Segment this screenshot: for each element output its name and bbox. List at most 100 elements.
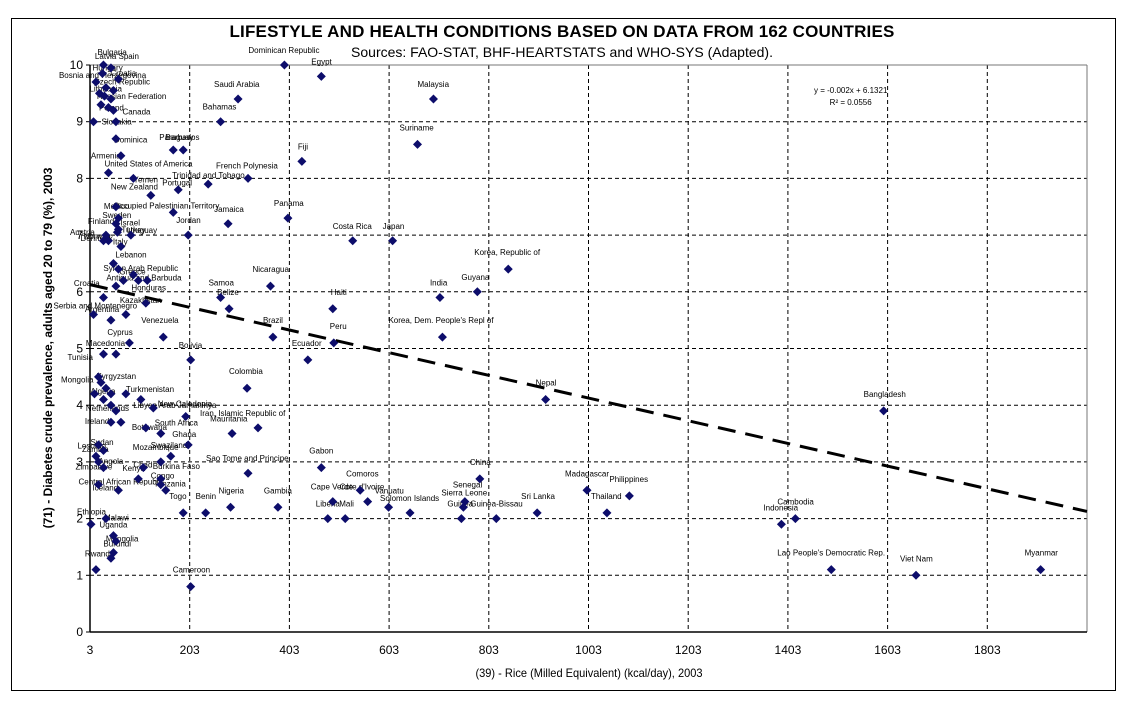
data-point-label: Guinea <box>447 500 473 509</box>
data-point-label: Belize <box>217 288 239 297</box>
data-point-label: Iceland <box>92 483 118 492</box>
data-point-label: Viet Nam <box>900 554 933 563</box>
x-tick-label: 1203 <box>675 643 702 657</box>
data-point-label: Argentina <box>85 305 120 314</box>
data-point-label: French Polynesia <box>216 161 278 170</box>
data-point <box>136 395 146 405</box>
x-tick-label: 1803 <box>974 643 1001 657</box>
data-point-label: Mongolia <box>61 376 94 385</box>
data-point <box>226 502 236 512</box>
data-point-label: Nepal <box>536 379 557 388</box>
data-point <box>121 389 131 399</box>
data-point <box>96 100 106 110</box>
data-point <box>243 468 253 478</box>
data-point-label: Cyprus <box>107 328 132 337</box>
data-point-label: Barbados <box>165 133 199 142</box>
data-point <box>178 145 188 155</box>
y-tick-label: 0 <box>76 625 83 639</box>
data-point <box>602 508 612 518</box>
data-point <box>98 446 108 456</box>
data-point <box>532 508 542 518</box>
data-point-label: Bulgaria <box>97 48 127 57</box>
data-point <box>582 485 592 495</box>
data-point <box>103 168 113 178</box>
data-point <box>316 71 326 81</box>
data-point <box>624 491 634 501</box>
data-point <box>384 502 394 512</box>
data-point <box>98 395 108 405</box>
data-point-label: Denmark <box>80 234 113 243</box>
data-point <box>183 230 193 240</box>
data-point-label: Korea, Dem. People's Repl of <box>388 316 494 325</box>
data-point-label: Malawi <box>104 514 129 523</box>
data-point-label: Honduras <box>131 283 166 292</box>
data-point <box>243 173 253 183</box>
data-point <box>148 403 158 413</box>
data-point-label: Samoa <box>209 278 235 287</box>
data-point <box>168 145 178 155</box>
data-point-label: Italy <box>113 237 128 246</box>
data-point <box>161 485 171 495</box>
data-point-label: Egypt <box>311 57 332 66</box>
data-point-label: Rwanda <box>85 549 115 558</box>
x-tick-label: 3 <box>87 643 94 657</box>
data-point <box>121 309 131 319</box>
data-point <box>98 292 108 302</box>
axes <box>86 64 1088 633</box>
data-point <box>265 281 275 291</box>
data-point <box>178 508 188 518</box>
data-point-label: Lesotho <box>77 442 106 451</box>
x-tick-label: 1403 <box>775 643 802 657</box>
data-point-label: Lao People's Democratic Rep. <box>777 549 885 558</box>
data-point-label: Nicaragua <box>252 265 289 274</box>
data-point <box>106 417 116 427</box>
data-point-label: Benin <box>196 492 216 501</box>
data-point <box>279 60 289 70</box>
data-point-label: Comoros <box>346 469 378 478</box>
data-point-label: Latvia Spain <box>95 52 139 61</box>
data-point <box>186 582 196 592</box>
data-point-label: Norway <box>83 232 110 241</box>
x-tick-label: 1003 <box>575 643 602 657</box>
data-point <box>106 63 116 73</box>
data-point <box>106 389 116 399</box>
data-point-label: Occupied Palestinian Territory <box>113 201 219 210</box>
data-point-label: Canada <box>122 108 151 117</box>
data-point-label: Cape Verde <box>311 483 354 492</box>
data-point-label: Armenia <box>91 152 121 161</box>
data-point-label: Japan <box>383 222 405 231</box>
data-point <box>223 219 233 229</box>
data-point-label: Bangladesh <box>864 390 906 399</box>
data-point-label: Mali <box>339 500 354 509</box>
data-point-label: Ethiopia <box>77 507 106 516</box>
data-point-label: New Caledonia <box>158 400 213 409</box>
data-point <box>328 304 338 314</box>
data-point <box>141 298 151 308</box>
data-point <box>111 349 121 359</box>
data-point <box>86 519 96 529</box>
data-point <box>323 514 333 524</box>
data-point <box>776 519 786 529</box>
data-point-label: Libyan Arab Jamahiriya <box>133 401 217 410</box>
data-point-label: Gambia <box>264 486 293 495</box>
data-point <box>106 94 116 104</box>
trendline-r-squared: R² = 0.0556 <box>829 98 872 107</box>
data-point-label: Iran, Islamic Republic of <box>200 409 286 418</box>
x-tick-label: 603 <box>379 643 399 657</box>
data-point-label: Swaziland <box>151 441 187 450</box>
data-point <box>826 565 836 575</box>
data-point <box>348 236 358 246</box>
data-point <box>233 94 243 104</box>
data-point <box>101 83 111 93</box>
data-point <box>355 485 365 495</box>
chart-subtitle: Sources: FAO-STAT, BHF-HEARTSTATS and WH… <box>351 44 773 60</box>
x-tick-label: 803 <box>479 643 499 657</box>
data-point <box>283 213 293 223</box>
data-point-label: Congo <box>151 472 175 481</box>
data-point <box>156 474 166 484</box>
data-point <box>98 463 108 473</box>
data-point <box>128 270 138 280</box>
data-point-label: New Zealand <box>111 182 158 191</box>
data-point <box>138 463 148 473</box>
